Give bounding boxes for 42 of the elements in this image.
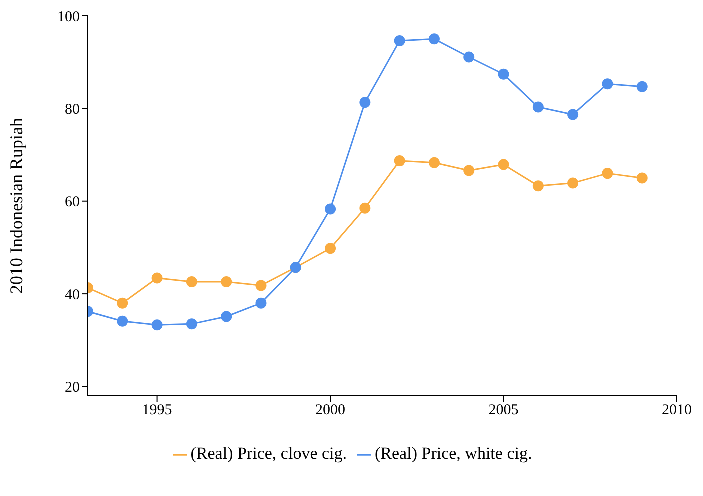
point bbox=[256, 280, 267, 292]
point bbox=[602, 78, 614, 90]
point bbox=[532, 180, 544, 192]
y-tick-label: 40 bbox=[65, 287, 80, 304]
point bbox=[152, 320, 163, 331]
y-tick-label: 80 bbox=[65, 102, 80, 118]
point bbox=[602, 168, 614, 180]
point bbox=[394, 36, 406, 47]
point bbox=[464, 52, 475, 63]
point bbox=[256, 298, 267, 309]
point bbox=[360, 97, 371, 108]
point bbox=[186, 276, 198, 288]
y-tick-label: 60 bbox=[65, 194, 80, 211]
point bbox=[532, 102, 544, 113]
legend-label: (Real) Price, white cig. bbox=[375, 444, 532, 463]
point bbox=[636, 172, 648, 184]
point bbox=[498, 68, 510, 80]
legend-label: (Real) Price, clove cig. bbox=[190, 444, 348, 463]
point bbox=[117, 316, 128, 327]
x-tick-label: 2010 bbox=[662, 402, 692, 419]
point bbox=[221, 311, 232, 322]
y-axis-title: 2010 Indonesian Rupiah bbox=[6, 118, 26, 294]
point bbox=[152, 272, 163, 284]
point bbox=[636, 81, 648, 92]
point bbox=[568, 178, 579, 189]
point bbox=[325, 204, 336, 215]
point bbox=[568, 109, 579, 120]
x-tick-label: 1995 bbox=[142, 402, 172, 419]
point bbox=[394, 156, 406, 167]
point bbox=[464, 165, 475, 176]
point bbox=[360, 202, 371, 214]
x-tick-label: 2000 bbox=[316, 402, 346, 419]
point bbox=[117, 298, 128, 309]
point bbox=[221, 276, 232, 288]
point bbox=[428, 157, 440, 168]
point bbox=[498, 159, 510, 170]
point bbox=[428, 34, 440, 45]
point bbox=[325, 243, 336, 254]
y-tick-label: 100 bbox=[58, 9, 80, 26]
x-tick-label: 2005 bbox=[488, 402, 519, 419]
y-tick-label: 20 bbox=[65, 380, 80, 396]
point bbox=[186, 318, 198, 330]
